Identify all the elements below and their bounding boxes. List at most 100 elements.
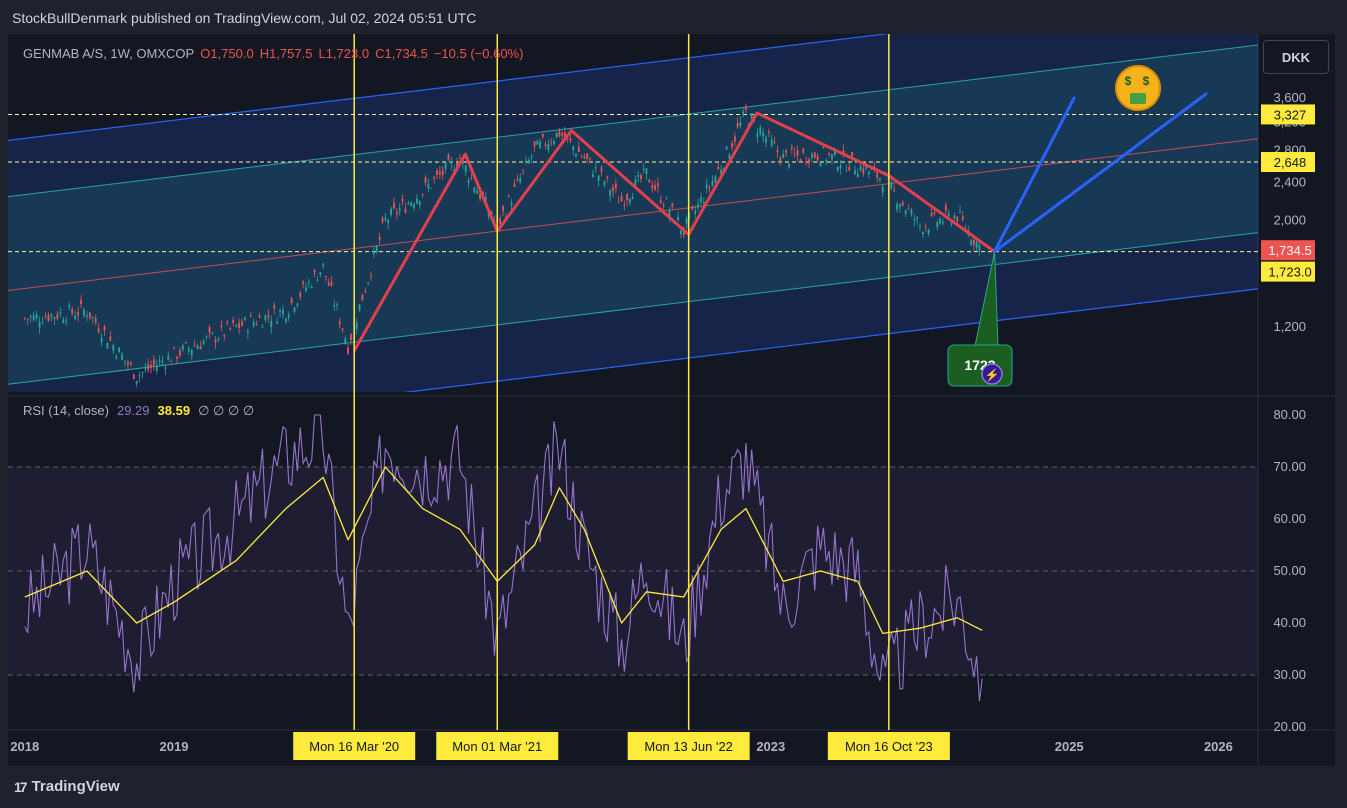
candle-body (341, 328, 344, 331)
candle-body (86, 315, 88, 317)
rsi-legend[interactable]: RSI (14, close) 29.29 38.59 ∅ ∅ ∅ ∅ (23, 403, 254, 419)
candle-body (282, 309, 284, 315)
candle-body (657, 183, 659, 187)
candle-body (367, 282, 370, 284)
candle-body (459, 157, 461, 159)
currency-button[interactable]: DKK (1263, 40, 1329, 74)
candle-body (919, 225, 921, 228)
candle-body (158, 360, 161, 362)
candle-body (893, 190, 896, 192)
candle-body (249, 315, 252, 317)
candle-body (714, 176, 717, 183)
projection-line-2[interactable] (993, 92, 1208, 254)
time-marker-box (627, 732, 750, 760)
projection-line-1[interactable] (993, 96, 1076, 254)
candle-body (261, 326, 264, 328)
price-axis-tick: 2,000 (1273, 213, 1306, 228)
rsi-indicator-name[interactable]: RSI (14, close) (23, 403, 109, 418)
candle-body (679, 230, 682, 234)
candle-body (642, 168, 645, 170)
candle-body (513, 183, 516, 187)
candle-body (338, 321, 341, 325)
candle-body (867, 171, 870, 175)
candle-body (433, 176, 436, 179)
candle-body (232, 319, 235, 323)
candle-body (296, 303, 299, 306)
candle-body (881, 186, 884, 193)
candle-body (913, 219, 916, 221)
candle-body (71, 309, 74, 314)
candle-body (790, 147, 793, 150)
candle-body (527, 159, 530, 164)
candle-body (899, 204, 901, 208)
symbol-name[interactable]: GENMAB A/S, 1W, OMXCOP (23, 46, 195, 61)
candle-body (939, 218, 941, 224)
price-axis-tick: 2,400 (1273, 175, 1306, 190)
candle-body (865, 166, 868, 169)
candle-body (223, 334, 226, 337)
candle-body (694, 210, 697, 214)
candle-body (733, 136, 736, 142)
candle-body (325, 276, 327, 278)
candle-body (38, 322, 41, 328)
candle-body (293, 307, 296, 312)
candle-body (606, 176, 609, 178)
candle-body (241, 321, 243, 326)
candle-body (327, 283, 330, 286)
candle-body (762, 132, 765, 137)
symbol-legend[interactable]: GENMAB A/S, 1W, OMXCOP O1,750.0 H1,757.5… (23, 46, 523, 61)
candle-body (430, 187, 433, 189)
candle-body (972, 239, 975, 245)
candle-body (569, 138, 572, 141)
candle-body (648, 179, 651, 183)
candle-body (725, 146, 728, 150)
candle-body (623, 205, 626, 207)
candle-body (907, 208, 910, 210)
candle-body (745, 106, 747, 110)
candle-body (626, 194, 629, 200)
pattern-zigzag-line (352, 111, 996, 352)
time-axis-tick: 2018 (10, 739, 39, 754)
candle-body (132, 374, 135, 380)
candle-body (580, 156, 583, 158)
candle-body (547, 144, 550, 150)
candle-body (330, 281, 333, 286)
candle-body (845, 170, 848, 172)
candle-body (825, 160, 828, 162)
candle-body (135, 380, 138, 384)
candle-body (470, 177, 473, 179)
candle-body (685, 218, 688, 224)
candle-body (456, 162, 458, 167)
candle-body (819, 162, 822, 167)
candle-body (358, 304, 361, 311)
candle-body (393, 202, 395, 209)
candle-body (975, 241, 978, 248)
channel-upper-line (8, 34, 890, 141)
candle-body (258, 315, 261, 318)
candle-body (776, 150, 779, 152)
candle-body (407, 203, 410, 205)
candle-body (220, 325, 223, 327)
candle-body (476, 190, 479, 194)
candle-body (970, 240, 973, 245)
candle-body (193, 345, 196, 347)
candle-body (688, 213, 691, 215)
candle-body (519, 178, 522, 183)
candle-body (904, 210, 907, 215)
candle-body (41, 322, 44, 324)
candle-body (77, 312, 79, 316)
candle-body (597, 175, 600, 182)
candle-body (793, 153, 796, 155)
candle-body (717, 166, 720, 170)
candle-body (361, 294, 364, 301)
candle-body (942, 222, 944, 224)
candle-body (229, 327, 232, 329)
rsi-axis-tick: 60.00 (1273, 511, 1306, 526)
candle-body (164, 367, 167, 369)
candle-body (56, 313, 59, 319)
candle-body (88, 312, 91, 319)
candle-body (901, 202, 904, 206)
tradingview-logo[interactable]: 17 TradingView (14, 778, 120, 795)
candle-body (121, 354, 123, 360)
